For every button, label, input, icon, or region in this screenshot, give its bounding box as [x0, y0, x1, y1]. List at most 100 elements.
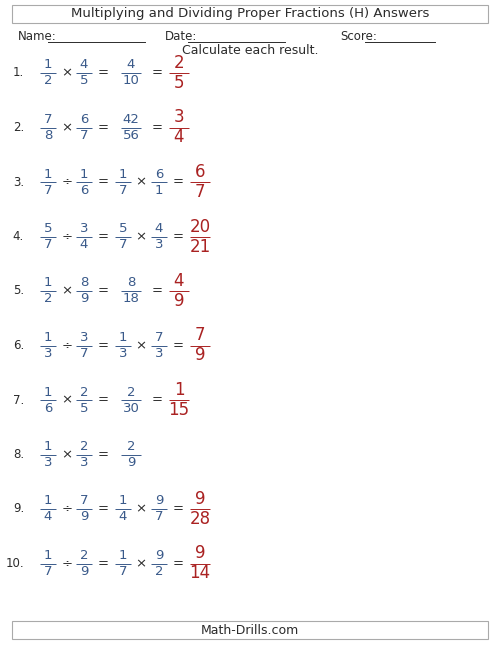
- Text: 2: 2: [44, 292, 52, 305]
- Text: =: =: [152, 285, 162, 298]
- Text: ×: ×: [62, 67, 72, 80]
- Text: 4: 4: [119, 510, 127, 523]
- Text: 3: 3: [80, 456, 88, 469]
- Text: Name:: Name:: [18, 30, 57, 43]
- Text: =: =: [98, 448, 108, 461]
- Text: =: =: [98, 557, 108, 570]
- Text: Date:: Date:: [165, 30, 198, 43]
- Text: 3: 3: [80, 331, 88, 344]
- Text: 9.: 9.: [13, 503, 24, 516]
- Text: 5: 5: [119, 222, 127, 235]
- Text: ÷: ÷: [62, 230, 72, 243]
- Text: 20: 20: [190, 217, 210, 236]
- Text: 1: 1: [119, 168, 127, 181]
- Text: 7: 7: [119, 184, 127, 197]
- Text: 1: 1: [44, 58, 52, 72]
- Text: 1: 1: [44, 331, 52, 344]
- Text: 7: 7: [44, 113, 52, 126]
- Text: 1: 1: [44, 276, 52, 289]
- Text: Score:: Score:: [340, 30, 377, 43]
- Text: 9: 9: [174, 292, 184, 310]
- Text: 1: 1: [44, 440, 52, 453]
- Text: ×: ×: [62, 448, 72, 461]
- Text: ÷: ÷: [62, 503, 72, 516]
- Text: 1: 1: [119, 494, 127, 507]
- Text: 6: 6: [195, 163, 205, 181]
- Text: ×: ×: [136, 557, 146, 570]
- Text: 3: 3: [155, 347, 163, 360]
- Text: 5: 5: [44, 222, 52, 235]
- Text: =: =: [98, 393, 108, 406]
- Text: 5.: 5.: [13, 285, 24, 298]
- Text: =: =: [152, 393, 162, 406]
- Text: =: =: [98, 503, 108, 516]
- Text: 1: 1: [155, 184, 163, 197]
- Text: 4: 4: [80, 58, 88, 72]
- Text: 7: 7: [80, 494, 88, 507]
- Text: 4: 4: [80, 238, 88, 251]
- Text: 1.: 1.: [13, 67, 24, 80]
- FancyBboxPatch shape: [12, 5, 488, 23]
- Text: 9: 9: [80, 510, 88, 523]
- Text: 2.: 2.: [13, 121, 24, 134]
- Text: ×: ×: [136, 339, 146, 352]
- Text: 1: 1: [80, 168, 88, 181]
- Text: 9: 9: [80, 292, 88, 305]
- Text: 3: 3: [119, 347, 127, 360]
- Text: 7: 7: [44, 565, 52, 578]
- Text: 7: 7: [119, 565, 127, 578]
- Text: =: =: [98, 67, 108, 80]
- Text: 3: 3: [80, 222, 88, 235]
- Text: 7: 7: [44, 184, 52, 197]
- Text: 6: 6: [155, 168, 163, 181]
- Text: 15: 15: [168, 401, 190, 419]
- Text: =: =: [172, 339, 184, 352]
- Text: 2: 2: [80, 386, 88, 399]
- Text: 1: 1: [174, 381, 184, 399]
- Text: =: =: [98, 175, 108, 188]
- Text: ×: ×: [136, 175, 146, 188]
- Text: 21: 21: [190, 237, 210, 256]
- Text: 10.: 10.: [6, 557, 24, 570]
- Text: 2: 2: [127, 440, 135, 453]
- Text: 2: 2: [80, 440, 88, 453]
- Text: =: =: [98, 230, 108, 243]
- Text: 4: 4: [174, 272, 184, 290]
- Text: 4: 4: [44, 510, 52, 523]
- Text: 3: 3: [174, 109, 184, 127]
- Text: 8: 8: [127, 276, 135, 289]
- Text: 2: 2: [80, 549, 88, 562]
- Text: 7: 7: [195, 183, 205, 201]
- Text: 6: 6: [80, 184, 88, 197]
- Text: 1: 1: [119, 331, 127, 344]
- Text: =: =: [152, 121, 162, 134]
- Text: =: =: [172, 557, 184, 570]
- Text: 1: 1: [44, 386, 52, 399]
- Text: 14: 14: [190, 564, 210, 582]
- Text: ×: ×: [62, 285, 72, 298]
- Text: 3: 3: [44, 347, 52, 360]
- Text: 1: 1: [44, 168, 52, 181]
- Text: 1: 1: [44, 494, 52, 507]
- Text: 1: 1: [44, 549, 52, 562]
- Text: 2: 2: [174, 54, 184, 72]
- Text: 6: 6: [44, 402, 52, 415]
- Text: 4: 4: [174, 129, 184, 146]
- Text: ×: ×: [62, 393, 72, 406]
- Text: =: =: [98, 285, 108, 298]
- Text: 18: 18: [122, 292, 140, 305]
- Text: ×: ×: [136, 503, 146, 516]
- Text: 30: 30: [122, 402, 140, 415]
- Text: 2: 2: [127, 386, 135, 399]
- Text: 4: 4: [155, 222, 163, 235]
- Text: 7: 7: [119, 238, 127, 251]
- Text: ×: ×: [136, 230, 146, 243]
- Text: 9: 9: [155, 494, 163, 507]
- Text: 4.: 4.: [13, 230, 24, 243]
- Text: Multiplying and Dividing Proper Fractions (H) Answers: Multiplying and Dividing Proper Fraction…: [71, 8, 429, 21]
- Text: 6: 6: [80, 113, 88, 126]
- Text: 10: 10: [122, 74, 140, 87]
- Text: 7: 7: [195, 327, 205, 344]
- Text: =: =: [172, 230, 184, 243]
- Text: 2: 2: [44, 74, 52, 87]
